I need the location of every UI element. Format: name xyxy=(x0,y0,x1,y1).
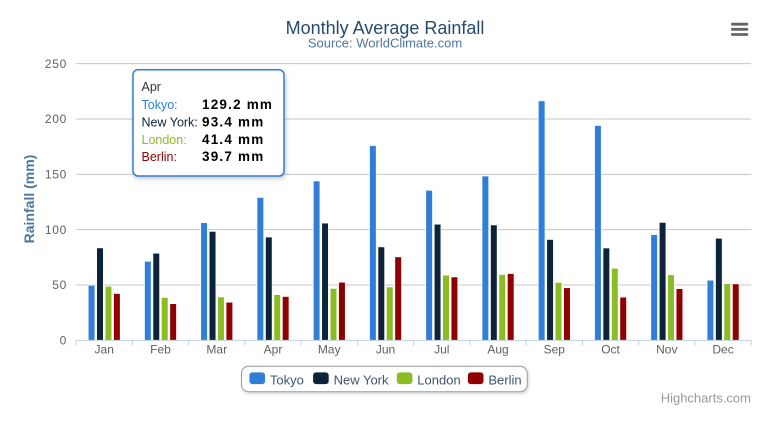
svg-text:100: 100 xyxy=(45,223,67,237)
svg-text:Sep: Sep xyxy=(544,343,566,357)
svg-text:Berlin:: Berlin: xyxy=(142,150,177,164)
svg-text:Berlin: Berlin xyxy=(488,372,521,387)
svg-text:0: 0 xyxy=(60,334,67,348)
svg-text:150: 150 xyxy=(45,168,67,182)
svg-text:Jan: Jan xyxy=(95,343,114,357)
svg-text:93.4 mm: 93.4 mm xyxy=(202,114,264,129)
svg-text:Highcharts.com: Highcharts.com xyxy=(661,391,751,406)
svg-text:Mar: Mar xyxy=(206,343,227,357)
svg-text:Tokyo: Tokyo xyxy=(270,372,304,387)
svg-text:Jul: Jul xyxy=(434,343,449,357)
svg-text:Source: WorldClimate.com: Source: WorldClimate.com xyxy=(308,36,462,51)
svg-text:50: 50 xyxy=(52,278,67,292)
svg-text:London: London xyxy=(417,372,460,387)
svg-text:New York: New York xyxy=(334,372,389,387)
svg-text:Nov: Nov xyxy=(656,343,677,357)
svg-text:200: 200 xyxy=(45,112,67,126)
svg-text:Dec: Dec xyxy=(712,343,733,357)
svg-text:Apr: Apr xyxy=(142,80,161,94)
svg-text:Jun: Jun xyxy=(376,343,395,357)
svg-text:39.7 mm: 39.7 mm xyxy=(202,149,264,164)
svg-text:41.4 mm: 41.4 mm xyxy=(202,132,264,147)
svg-text:Aug: Aug xyxy=(487,343,508,357)
svg-text:Oct: Oct xyxy=(601,343,620,357)
svg-text:London:: London: xyxy=(142,133,187,147)
svg-text:Apr: Apr xyxy=(264,343,283,357)
svg-text:129.2 mm: 129.2 mm xyxy=(202,97,273,112)
svg-text:250: 250 xyxy=(45,57,67,71)
svg-text:May: May xyxy=(318,343,341,357)
svg-text:Rainfall (mm): Rainfall (mm) xyxy=(21,155,37,244)
svg-text:Tokyo:: Tokyo: xyxy=(142,98,178,112)
svg-text:New York:: New York: xyxy=(142,115,198,129)
svg-text:Feb: Feb xyxy=(150,343,171,357)
svg-text:Monthly Average Rainfall: Monthly Average Rainfall xyxy=(286,18,485,38)
